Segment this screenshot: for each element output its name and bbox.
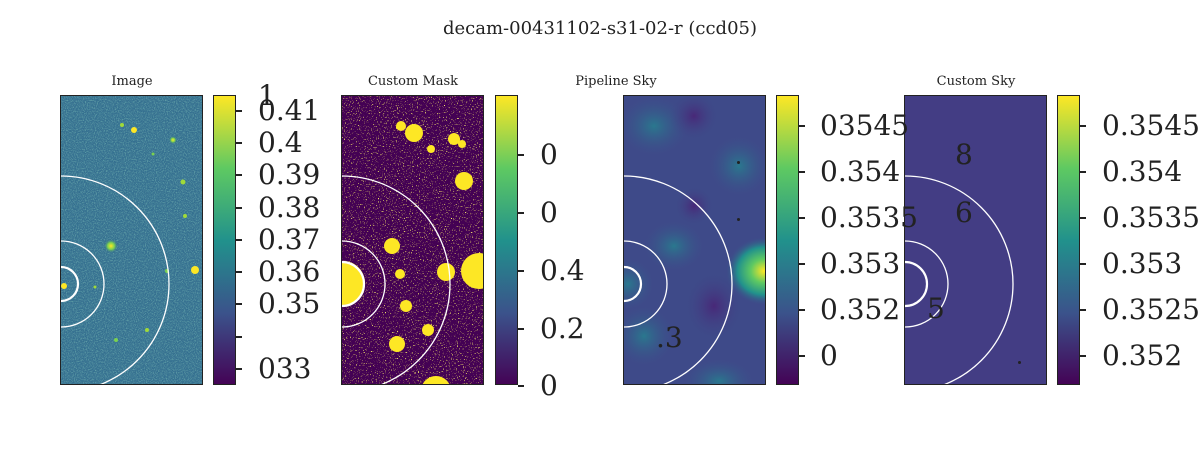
cbar3-label: 0.353 [820,247,901,280]
cbar4-tick [1080,309,1086,311]
cbar4-label: 0.3545 [1102,109,1200,142]
cbar3-tick [799,217,805,219]
marker-dot [737,218,740,221]
cbar4-label: 0.3535 [1102,201,1200,234]
custom-sky-panel [904,95,1047,385]
cbar3-label: 0.3535 [820,201,918,234]
cbar1-tick [236,110,242,112]
cbar2-tick [518,154,524,156]
cbar1-label: 0.37 [258,223,321,256]
cbar1-label: 0.4 [258,126,303,159]
cbar3-label: 0 [820,339,838,372]
marker-dot [737,161,740,164]
cbar2-tick [518,328,524,330]
cbar4-tick [1080,125,1086,127]
custom-mask-heatmap [342,96,483,384]
image-heatmap [61,96,202,384]
cbar1-tick [236,303,242,305]
panel-title-custom-mask: Custom Mask [367,74,459,89]
cbar1-label: 0.36 [258,255,321,288]
cbar3-tick [799,355,805,357]
colorbar-custom-sky [1057,95,1080,385]
cbar3-tick [799,125,805,127]
cbar3-label: 0.354 [820,155,901,188]
cbar2-label: 0.2 [540,312,585,345]
cbar1-tick [236,336,242,338]
cbar3-label: 0.352 [820,293,901,326]
cbar2-label: 0 [540,196,558,229]
cbar4-label: 0.353 [1102,247,1183,280]
cbar3-tick [799,263,805,265]
cbar1-label: 1 [258,79,276,112]
stray-label: 5 [927,292,945,325]
panel-title-pipeline-sky: Pipeline Sky [575,74,657,89]
colorbar-custom-mask [495,95,518,385]
figure-title: decam-00431102-s31-02-r (ccd05) [442,18,757,39]
custom-mask-panel [341,95,484,385]
cbar1-label: 0.35 [258,287,321,320]
cbar3-label: 03545 [820,109,910,142]
cbar1-tick [236,142,242,144]
stray-label: 6 [955,196,973,229]
image-panel [60,95,203,385]
cbar2-tick [518,212,524,214]
pipeline-sky-heatmap [624,96,765,384]
cbar1-tick [236,368,242,370]
cbar4-label: 0.354 [1102,155,1183,188]
cbar3-tick [799,171,805,173]
cbar4-tick [1080,263,1086,265]
cbar1-label: 033 [258,352,312,385]
stray-label: 8 [955,138,973,171]
cbar1-tick [236,271,242,273]
pipeline-sky-panel [623,95,766,385]
panel-title-image: Image [111,74,153,89]
cbar2-label: 0 [540,138,558,171]
cbar1-label: 0.38 [258,191,321,224]
custom-sky-heatmap [905,96,1046,384]
cbar4-tick [1080,171,1086,173]
cbar1-tick [236,174,242,176]
cbar4-label: 0.352 [1102,339,1183,372]
cbar3-tick [799,309,805,311]
stray-label: .3 [656,321,683,354]
panel-title-custom-sky: Custom Sky [936,74,1016,89]
cbar1-tick [236,207,242,209]
cbar2-label: 0 [540,369,558,402]
cbar4-label: 0.3525 [1102,293,1200,326]
cbar4-tick [1080,355,1086,357]
cbar1-tick [236,239,242,241]
cbar1-label: 0.39 [258,158,321,191]
marker-dot [1018,361,1021,364]
cbar4-tick [1080,217,1086,219]
cbar2-label: 0.4 [540,254,585,287]
cbar2-tick [518,270,524,272]
colorbar-pipeline-sky [776,95,799,385]
colorbar-image [213,95,236,385]
cbar1-label: 0.41 [258,94,321,127]
cbar2-tick [518,385,524,387]
